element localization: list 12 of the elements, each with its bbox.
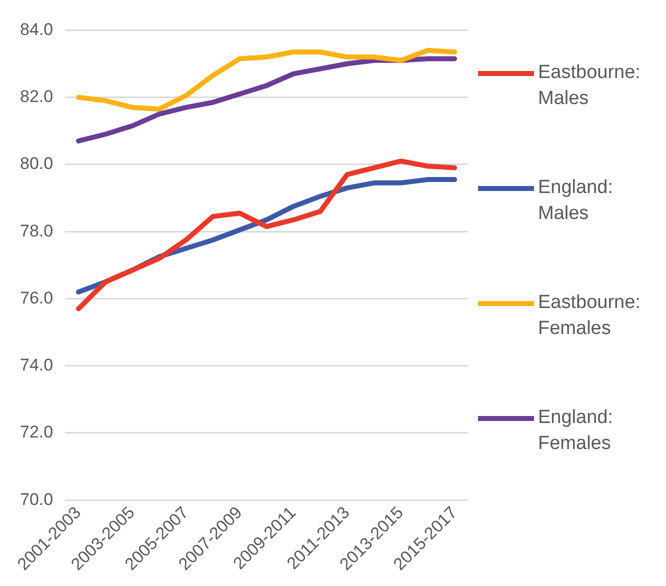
legend-label: England: Females — [538, 406, 614, 456]
y-tick-label: 74.0 — [20, 356, 54, 375]
y-tick-label: 82.0 — [20, 87, 54, 106]
y-tick-label: 72.0 — [20, 422, 54, 442]
y-tick-label: 84.0 — [20, 20, 54, 39]
y-tick-label: 80.0 — [20, 154, 54, 174]
y-tick-label: 70.0 — [20, 490, 54, 509]
legend-label: Eastbourne: Males — [538, 60, 642, 110]
legend-label: England: Males — [538, 176, 614, 226]
y-tick-label: 78.0 — [20, 221, 54, 240]
legend-label: Eastbourne: Females — [538, 290, 642, 340]
y-tick-label: 76.0 — [20, 288, 54, 308]
